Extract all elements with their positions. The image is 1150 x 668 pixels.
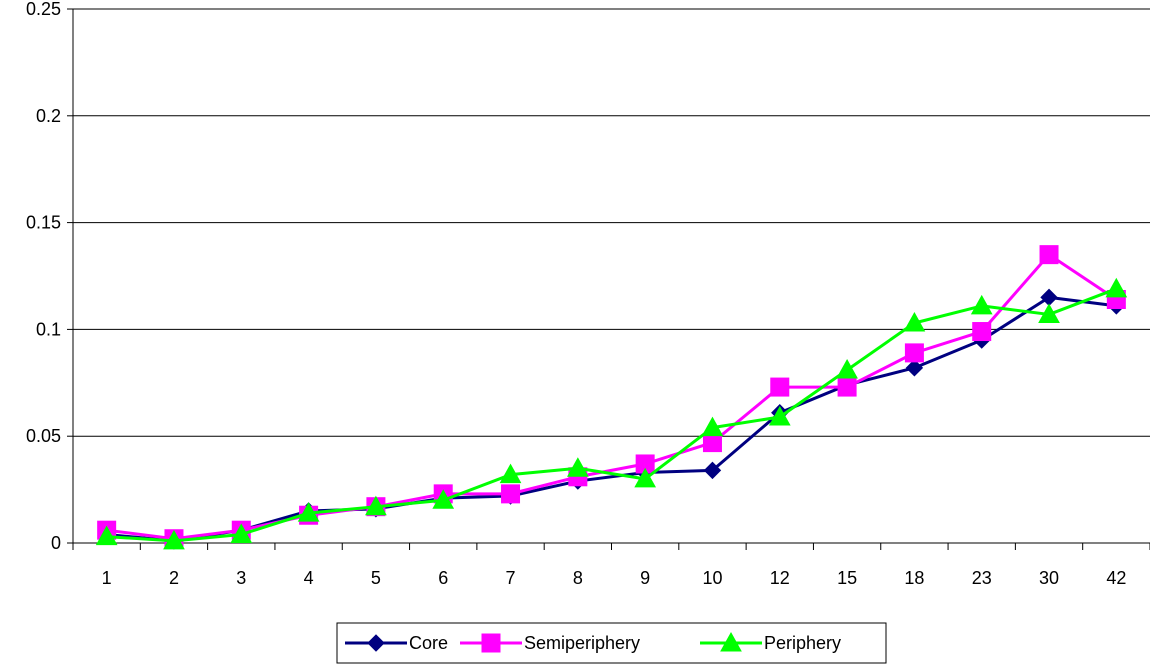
series-semiperiphery [97, 245, 1126, 549]
legend-marker-semiperiphery [481, 633, 501, 653]
data-point-periphery-4 [297, 502, 320, 522]
y-axis-tick-labels: 0 0.05 0.1 0.15 0.2 0.25 [26, 0, 61, 553]
data-point-semiperiphery-7 [501, 484, 521, 504]
data-point-periphery-6 [432, 489, 455, 509]
legend-label-periphery: Periphery [764, 633, 841, 653]
x-tick-label: 23 [972, 568, 992, 588]
series-periphery [95, 277, 1128, 550]
gridlines [73, 8, 1150, 437]
data-point-core-10 [703, 461, 722, 480]
legend-entry-periphery: Periphery [700, 631, 841, 653]
data-point-periphery-15 [836, 358, 858, 379]
x-tick-label: 30 [1039, 568, 1059, 588]
legend-marker-periphery [720, 631, 742, 652]
y-tick-label: 0.05 [26, 426, 61, 446]
y-tick-label: 0.15 [26, 213, 61, 233]
series-line-periphery [106, 287, 1117, 543]
x-axis-tick-labels: 1 2 3 4 5 6 7 8 9 10 12 15 18 23 30 42 [102, 568, 1127, 588]
legend-label-semiperiphery: Semiperiphery [524, 633, 640, 653]
data-point-periphery-1 [95, 525, 118, 546]
x-tick-label: 18 [904, 568, 924, 588]
x-tick-label: 8 [573, 568, 583, 588]
x-tick-label: 3 [236, 568, 246, 588]
x-tick-label: 5 [371, 568, 381, 588]
y-tick-label: 0.1 [36, 319, 61, 339]
data-point-semiperiphery-18 [904, 343, 924, 363]
series-group [95, 245, 1128, 550]
data-point-periphery-42 [1105, 277, 1128, 298]
x-tick-label: 1 [102, 568, 112, 588]
y-tick-label: 0.25 [26, 0, 61, 19]
axes [67, 8, 1150, 550]
data-point-semiperiphery-23 [972, 322, 992, 342]
data-point-periphery-3 [230, 523, 253, 543]
data-point-periphery-12 [768, 405, 791, 426]
data-point-periphery-2 [163, 529, 185, 550]
x-tick-label: 4 [304, 568, 314, 588]
data-point-periphery-10 [701, 416, 724, 437]
legend-marker-core [367, 634, 385, 652]
x-tick-label: 7 [506, 568, 516, 588]
legend-entry-semiperiphery: Semiperiphery [460, 633, 640, 653]
y-tick-label: 0 [51, 533, 61, 553]
data-point-periphery-9 [634, 467, 657, 488]
series-line-semiperiphery [106, 253, 1118, 541]
data-point-semiperiphery-15 [837, 377, 857, 397]
data-point-periphery-5 [365, 495, 387, 516]
legend: Core Semiperiphery Periphery [336, 622, 887, 664]
legend-box [336, 622, 887, 664]
data-point-semiperiphery-10 [702, 433, 722, 453]
series-core [97, 288, 1126, 550]
x-tick-label: 2 [169, 568, 179, 588]
data-point-periphery-7 [499, 463, 522, 484]
y-tick-label: 0.2 [36, 106, 61, 126]
data-point-core-18 [905, 359, 924, 377]
data-point-periphery-8 [566, 457, 589, 477]
data-point-semiperiphery-30 [1039, 245, 1059, 265]
x-tick-label: 10 [702, 568, 722, 588]
legend-label-core: Core [409, 633, 448, 653]
legend-entry-core: Core [345, 633, 448, 653]
x-tick-label: 9 [640, 568, 650, 588]
x-tick-label: 6 [438, 568, 448, 588]
x-tick-label: 42 [1106, 568, 1126, 588]
series-line-core [106, 295, 1117, 543]
x-tick-label: 15 [837, 568, 857, 588]
data-point-periphery-30 [1038, 303, 1060, 323]
data-point-semiperiphery-12 [770, 377, 790, 397]
x-tick-label: 12 [770, 568, 790, 588]
data-point-periphery-23 [970, 294, 993, 315]
data-point-core-30 [1040, 288, 1058, 307]
data-point-periphery-18 [903, 311, 926, 332]
